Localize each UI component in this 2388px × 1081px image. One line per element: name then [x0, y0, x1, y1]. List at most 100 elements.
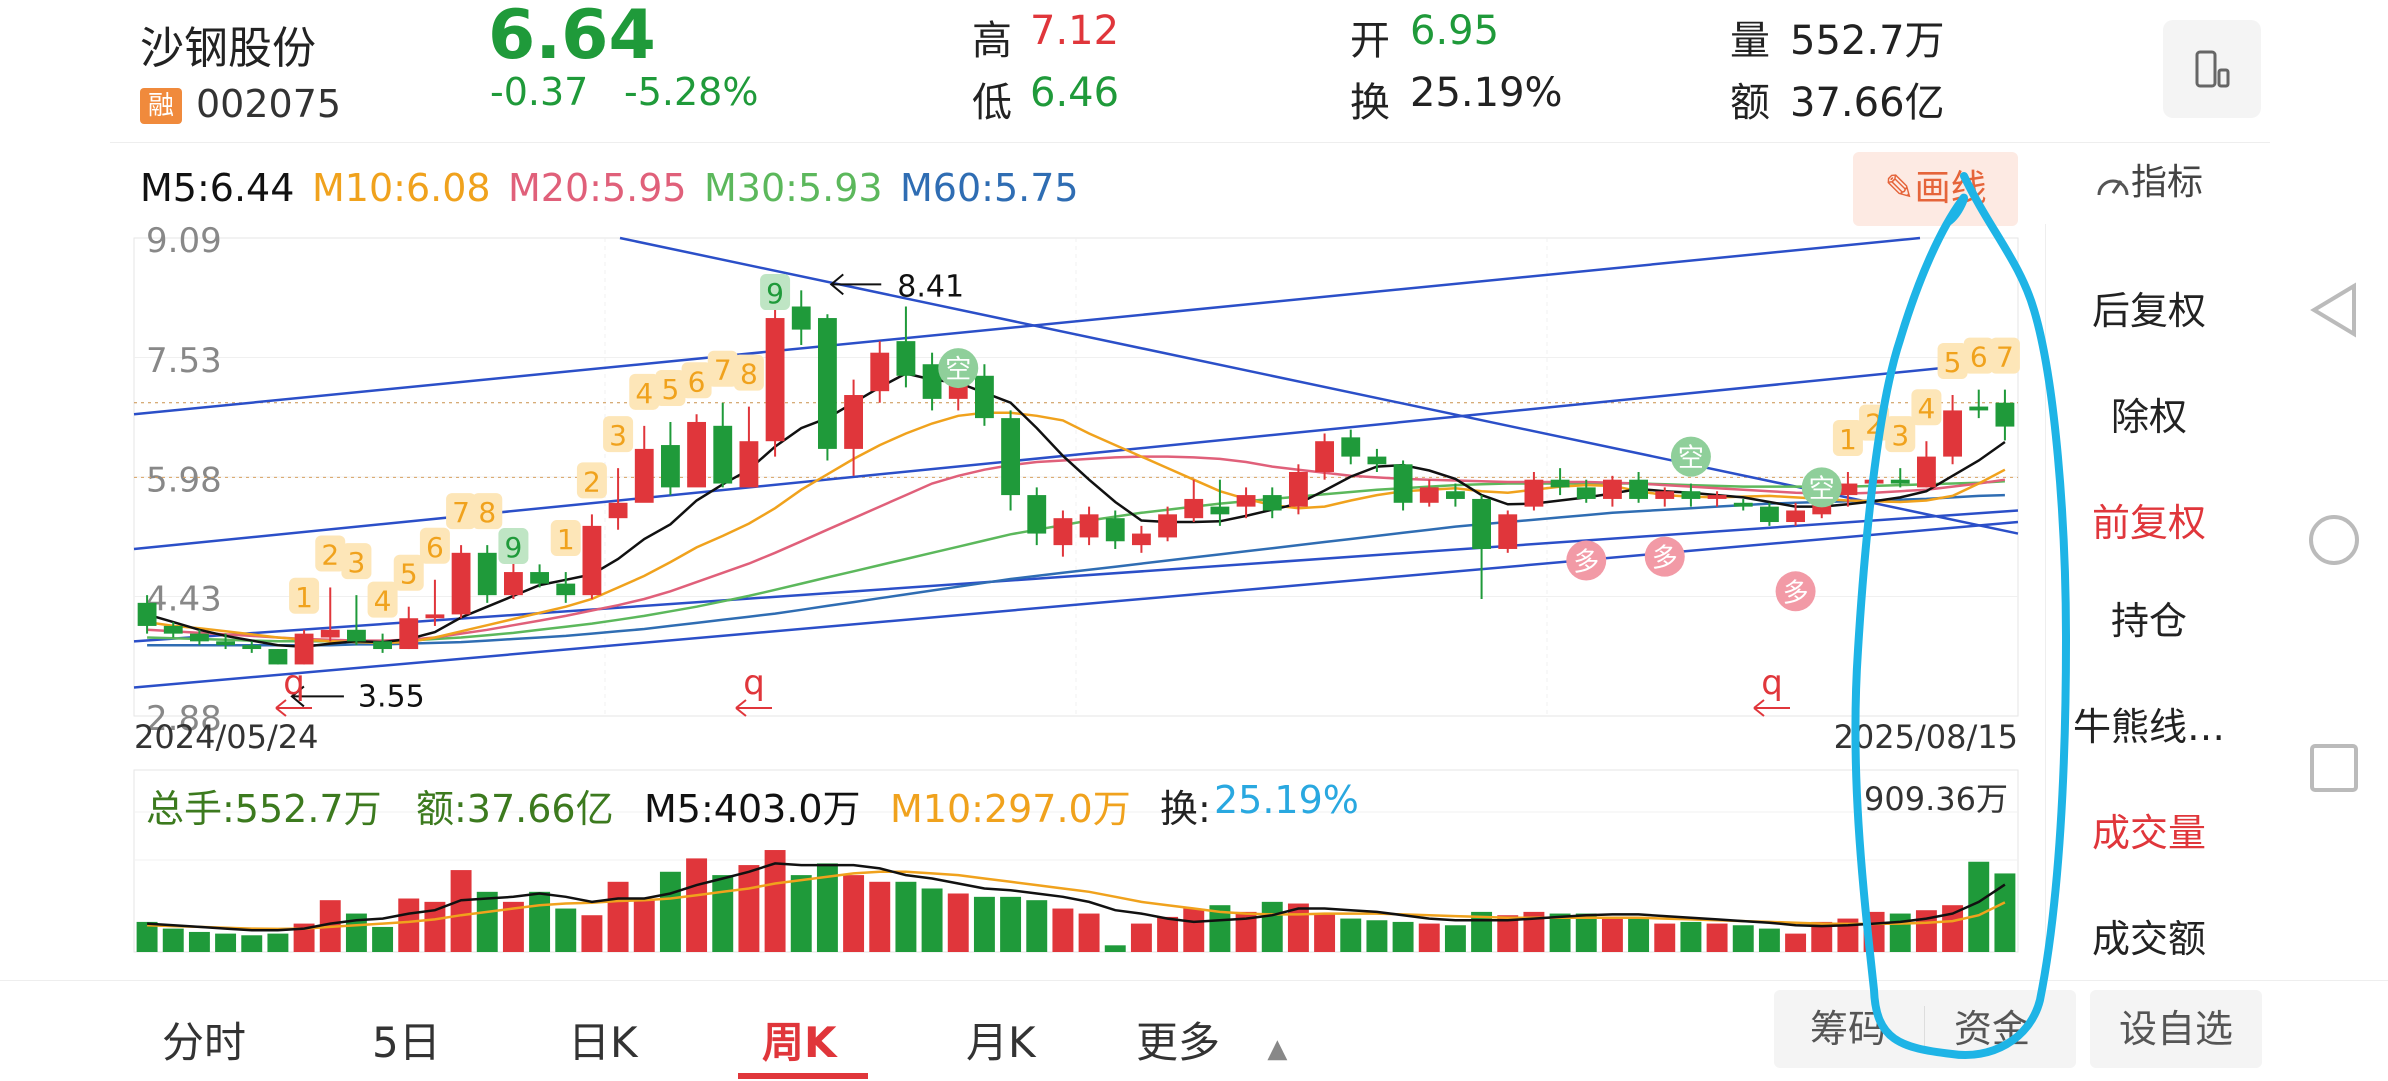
volume-bar — [1418, 923, 1440, 952]
tab-5day[interactable]: 5日 — [372, 1018, 441, 1067]
count-badge-green-label: 9 — [766, 277, 784, 310]
volume-bar — [921, 888, 943, 952]
count-badge-label: 3 — [609, 419, 627, 452]
ma20-line — [147, 455, 2006, 642]
volume-bar — [947, 893, 969, 952]
tab-daily-k[interactable]: 日K — [568, 1018, 638, 1067]
indicator-label: 指标 — [2131, 162, 2204, 203]
volume-bar — [869, 881, 891, 952]
side-item-turnover-amount[interactable]: 成交额 — [2091, 917, 2206, 961]
open-value: 6.95 — [1410, 8, 1500, 54]
volume-total: 总手:552.7万 — [146, 787, 382, 831]
volume-bar — [1863, 911, 1885, 952]
candle-body — [451, 552, 471, 615]
price-change-pct: -5.28% — [624, 70, 759, 114]
volume-bar — [1549, 913, 1571, 952]
count-badge — [681, 362, 712, 399]
max-price-label: 8.41 — [897, 269, 964, 304]
volume-bar — [1052, 908, 1074, 952]
period-marker: q — [743, 663, 765, 703]
volume-turnover: 25.19% — [1214, 778, 1359, 822]
device-toggle-button[interactable] — [2163, 20, 2261, 118]
period-marker: q — [283, 663, 305, 703]
trend-line — [619, 236, 2019, 535]
volume-bar — [843, 875, 865, 952]
volume-bar — [1575, 913, 1597, 952]
trend-line — [133, 236, 1921, 416]
candle-body — [1367, 456, 1387, 465]
y-tick-label: 2.88 — [146, 699, 222, 739]
period-tabs: 分时 5日 日K 周K 月K 更多 ▲ — [0, 980, 2388, 1081]
candle-body — [1995, 402, 2015, 427]
side-item-bull-bear[interactable]: 牛熊线… — [2072, 705, 2225, 749]
side-item-ex-rights[interactable]: 除权 — [2110, 395, 2187, 439]
tab-more[interactable]: 更多 ▲ — [1136, 1009, 1287, 1070]
ma30-legend: M30:5.93 — [704, 166, 883, 210]
count-badge — [576, 462, 607, 499]
count-badge-label: 2 — [583, 465, 601, 498]
short-signal-label: 空 — [945, 355, 971, 385]
candle-body — [1393, 464, 1413, 503]
pill-divider — [1924, 1006, 1925, 1052]
volume-bar — [555, 908, 577, 952]
long-signal-icon — [1644, 536, 1685, 577]
count-badge-green — [760, 274, 791, 311]
candle-body — [1864, 479, 1884, 484]
tab-monthly-k[interactable]: 月K — [966, 1018, 1036, 1067]
tab-intraday[interactable]: 分时 — [162, 1018, 247, 1067]
ma60-line — [147, 493, 2005, 647]
side-item-volume[interactable]: 成交量 — [2091, 811, 2206, 855]
candle-body — [556, 583, 576, 596]
candle-body — [346, 629, 366, 642]
volume-bar — [686, 858, 708, 952]
volume-bar — [764, 850, 786, 952]
candle-body — [1576, 487, 1596, 499]
back-nav-icon[interactable] — [2306, 280, 2362, 340]
count-badge — [655, 369, 686, 406]
candle-body — [1759, 506, 1779, 523]
count-badge-label: 6 — [688, 365, 706, 398]
candle-body — [137, 602, 157, 626]
indicator-button[interactable]: 指标 — [2095, 152, 2235, 214]
side-menu: 后复权 除权 前复权 持仓 牛熊线… 成交量 成交额 — [2045, 224, 2252, 978]
recents-nav-icon[interactable] — [2308, 742, 2360, 794]
candle-body — [268, 649, 288, 665]
count-badge — [315, 535, 346, 572]
candle-body — [1969, 406, 1989, 411]
volume-bar — [424, 901, 446, 952]
tab-more-label: 更多 — [1136, 1018, 1221, 1067]
funds-button[interactable]: 资金 — [1954, 1007, 2031, 1051]
chips-button[interactable]: 筹码 — [1810, 1007, 1887, 1051]
count-badge-label: 6 — [1970, 341, 1988, 374]
candle-body — [1524, 479, 1544, 507]
volume-max-label: 909.36万 — [1864, 780, 2008, 818]
home-nav-icon[interactable] — [2306, 512, 2362, 568]
candle-body — [1733, 502, 1753, 507]
amount-value: 37.66亿 — [1790, 80, 1945, 126]
volume-bar — [1130, 923, 1152, 952]
long-signal-icon — [1775, 571, 1816, 612]
candle-body — [1027, 495, 1047, 534]
period-marker-arrow — [735, 699, 772, 717]
short-signal-label: 空 — [1678, 444, 1704, 474]
chips-funds-group: 筹码 资金 — [1774, 990, 2076, 1068]
side-item-pre-adjust[interactable]: 前复权 — [2091, 501, 2206, 545]
count-badge — [629, 373, 660, 410]
turnover-value: 25.19% — [1410, 70, 1563, 116]
add-watchlist-button[interactable]: 设自选 — [2090, 990, 2262, 1068]
side-item-post-adjust[interactable]: 后复权 — [2091, 289, 2206, 333]
count-badge-green — [498, 528, 529, 565]
candle-body — [634, 448, 654, 503]
tab-weekly-k[interactable]: 周K — [762, 1018, 837, 1067]
volume-bar — [1366, 920, 1388, 952]
short-signal-icon — [1670, 436, 1711, 477]
period-marker-arrow — [1753, 699, 1790, 717]
side-item-holdings[interactable]: 持仓 — [2110, 599, 2187, 643]
volume-bar — [738, 865, 760, 952]
volume-bar — [267, 933, 289, 952]
min-arrowhead — [290, 685, 305, 708]
volume-bar — [1601, 916, 1623, 952]
count-badge — [289, 577, 320, 614]
caret-up-icon: ▲ — [1267, 1034, 1288, 1064]
